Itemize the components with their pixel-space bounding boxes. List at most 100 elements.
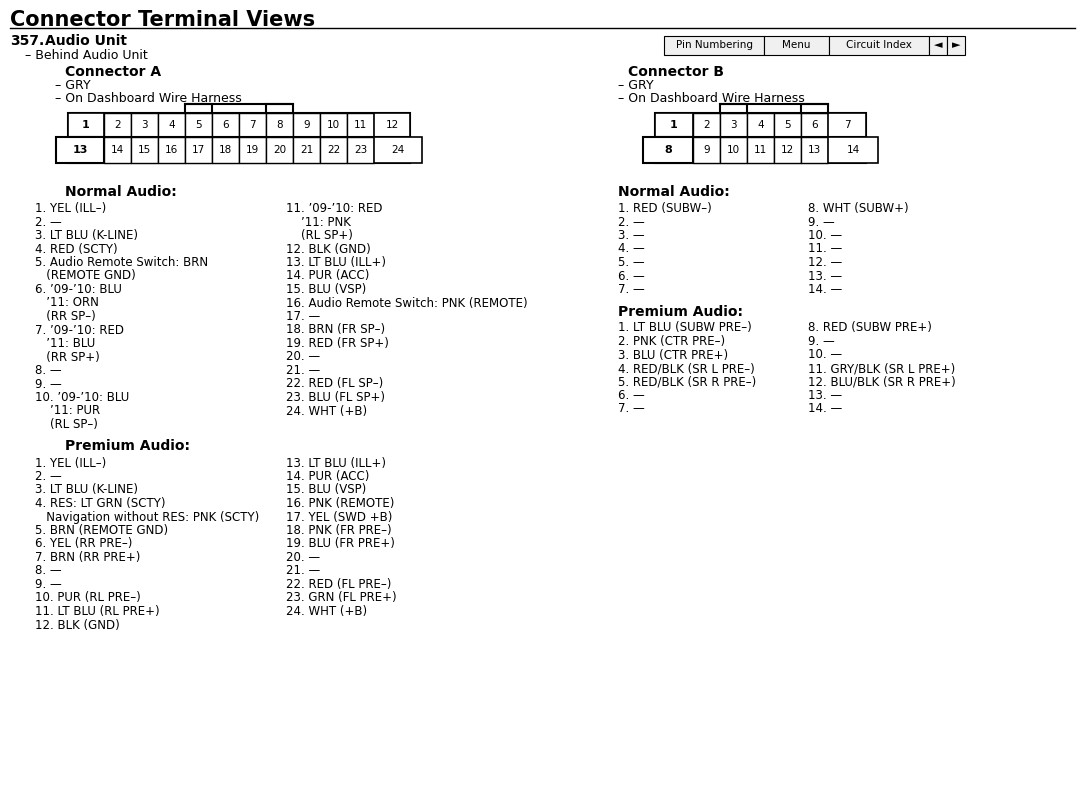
Text: 7. —: 7. — bbox=[618, 403, 644, 416]
Text: 13: 13 bbox=[73, 145, 88, 155]
Bar bbox=[131, 113, 158, 137]
Text: 1. LT BLU (SUBW PRE–): 1. LT BLU (SUBW PRE–) bbox=[618, 321, 752, 335]
Text: 5. RED/BLK (SR R PRE–): 5. RED/BLK (SR R PRE–) bbox=[618, 376, 756, 389]
Text: Menu: Menu bbox=[782, 40, 810, 51]
Text: 17. —: 17. — bbox=[286, 310, 320, 323]
Text: 6. —: 6. — bbox=[618, 389, 644, 402]
Text: 18. BRN (FR SP–): 18. BRN (FR SP–) bbox=[286, 324, 385, 336]
Text: – GRY: – GRY bbox=[55, 79, 91, 92]
Text: 24: 24 bbox=[392, 145, 405, 155]
Text: 16. Audio Remote Switch: PNK (REMOTE): 16. Audio Remote Switch: PNK (REMOTE) bbox=[286, 297, 527, 309]
Text: 9. —: 9. — bbox=[35, 377, 62, 390]
Text: 8. RED (SUBW PRE+): 8. RED (SUBW PRE+) bbox=[808, 321, 932, 335]
Text: 11: 11 bbox=[354, 120, 367, 130]
Text: 2: 2 bbox=[703, 120, 710, 130]
Text: 18: 18 bbox=[219, 145, 232, 155]
Text: Connector B: Connector B bbox=[628, 65, 724, 79]
Bar bbox=[774, 137, 801, 163]
Bar bbox=[655, 137, 866, 163]
Text: (RR SP–): (RR SP–) bbox=[35, 310, 95, 323]
Text: 7. ’09-’10: RED: 7. ’09-’10: RED bbox=[35, 324, 124, 336]
Text: Normal Audio:: Normal Audio: bbox=[618, 185, 730, 199]
Text: 19. BLU (FR PRE+): 19. BLU (FR PRE+) bbox=[286, 538, 395, 550]
Text: 19: 19 bbox=[246, 145, 259, 155]
Bar bbox=[746, 137, 774, 163]
Text: 23: 23 bbox=[354, 145, 367, 155]
Text: 9: 9 bbox=[303, 120, 310, 130]
Text: 21. —: 21. — bbox=[286, 565, 320, 577]
Text: 19. RED (FR SP+): 19. RED (FR SP+) bbox=[286, 337, 388, 350]
Text: 13. LT BLU (ILL+): 13. LT BLU (ILL+) bbox=[286, 256, 386, 269]
Text: 8. WHT (SUBW+): 8. WHT (SUBW+) bbox=[808, 202, 908, 215]
Text: 21. —: 21. — bbox=[286, 364, 320, 377]
Bar bbox=[68, 113, 410, 137]
Text: 20. —: 20. — bbox=[286, 351, 320, 363]
Text: 14. —: 14. — bbox=[808, 283, 842, 296]
Bar bbox=[320, 113, 347, 137]
Text: 4: 4 bbox=[757, 120, 764, 130]
Text: 9. —: 9. — bbox=[808, 216, 834, 228]
Bar bbox=[56, 137, 104, 163]
Text: 10. PUR (RL PRE–): 10. PUR (RL PRE–) bbox=[35, 592, 141, 604]
Text: 9. —: 9. — bbox=[808, 335, 834, 348]
Bar bbox=[293, 113, 320, 137]
Text: 12: 12 bbox=[385, 120, 398, 130]
Bar bbox=[828, 113, 866, 137]
Text: 7: 7 bbox=[844, 120, 851, 130]
Text: 9. —: 9. — bbox=[35, 578, 62, 591]
Text: – On Dashboard Wire Harness: – On Dashboard Wire Harness bbox=[618, 92, 805, 105]
Text: ’11: PUR: ’11: PUR bbox=[35, 404, 100, 417]
Bar bbox=[720, 104, 746, 113]
Text: 2. —: 2. — bbox=[618, 216, 644, 228]
Text: 11. ’09-’10: RED: 11. ’09-’10: RED bbox=[286, 202, 383, 215]
Text: 1: 1 bbox=[82, 120, 90, 130]
Bar bbox=[655, 113, 866, 137]
Text: 5. —: 5. — bbox=[618, 256, 644, 269]
Text: (RR SP+): (RR SP+) bbox=[35, 351, 100, 363]
Text: 15. BLU (VSP): 15. BLU (VSP) bbox=[286, 484, 367, 496]
Bar bbox=[68, 137, 410, 163]
Text: 24. WHT (+B): 24. WHT (+B) bbox=[286, 404, 367, 417]
Text: – On Dashboard Wire Harness: – On Dashboard Wire Harness bbox=[55, 92, 242, 105]
Text: Premium Audio:: Premium Audio: bbox=[618, 305, 743, 319]
Bar bbox=[801, 137, 828, 163]
Text: 21: 21 bbox=[299, 145, 314, 155]
Text: 7. BRN (RR PRE+): 7. BRN (RR PRE+) bbox=[35, 551, 140, 564]
Text: 5. Audio Remote Switch: BRN: 5. Audio Remote Switch: BRN bbox=[35, 256, 208, 269]
Text: Audio Unit: Audio Unit bbox=[44, 34, 127, 48]
Text: 16. PNK (REMOTE): 16. PNK (REMOTE) bbox=[286, 497, 394, 510]
Text: 1. RED (SUBW–): 1. RED (SUBW–) bbox=[618, 202, 712, 215]
Bar bbox=[158, 113, 186, 137]
Bar bbox=[774, 113, 801, 137]
Bar bbox=[320, 137, 347, 163]
Bar bbox=[212, 137, 239, 163]
Bar bbox=[131, 137, 158, 163]
Bar bbox=[104, 113, 131, 137]
Text: 20: 20 bbox=[273, 145, 286, 155]
Text: ►: ► bbox=[952, 40, 960, 51]
Text: 23. BLU (FL SP+): 23. BLU (FL SP+) bbox=[286, 391, 385, 404]
Bar bbox=[693, 113, 720, 137]
Text: 4. RED (SCTY): 4. RED (SCTY) bbox=[35, 243, 117, 255]
Text: 20. —: 20. — bbox=[286, 551, 320, 564]
Text: 14: 14 bbox=[846, 145, 859, 155]
Text: 357.: 357. bbox=[10, 34, 44, 48]
Text: 10: 10 bbox=[327, 120, 340, 130]
Text: 10. —: 10. — bbox=[808, 229, 842, 242]
Text: 7: 7 bbox=[250, 120, 256, 130]
Bar bbox=[186, 113, 212, 137]
Text: (REMOTE GND): (REMOTE GND) bbox=[35, 270, 136, 282]
Text: 3. LT BLU (K-LINE): 3. LT BLU (K-LINE) bbox=[35, 484, 138, 496]
Text: 13: 13 bbox=[808, 145, 821, 155]
Text: 14. PUR (ACC): 14. PUR (ACC) bbox=[286, 470, 369, 483]
Text: Circuit Index: Circuit Index bbox=[846, 40, 911, 51]
Bar bbox=[801, 104, 828, 113]
Text: 17. YEL (SWD +B): 17. YEL (SWD +B) bbox=[286, 511, 393, 523]
Text: 6: 6 bbox=[812, 120, 818, 130]
Text: 23. GRN (FL PRE+): 23. GRN (FL PRE+) bbox=[286, 592, 397, 604]
Bar bbox=[266, 137, 293, 163]
Text: 10. —: 10. — bbox=[808, 348, 842, 362]
Text: Normal Audio:: Normal Audio: bbox=[65, 185, 177, 199]
Text: 5: 5 bbox=[784, 120, 791, 130]
Text: 16: 16 bbox=[165, 145, 178, 155]
